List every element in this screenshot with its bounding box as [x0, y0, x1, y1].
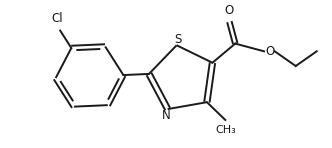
Text: CH₃: CH₃ [215, 125, 236, 135]
Text: N: N [162, 109, 170, 122]
Text: S: S [175, 33, 182, 46]
Text: Cl: Cl [51, 12, 63, 25]
Text: O: O [225, 4, 234, 17]
Text: O: O [265, 45, 274, 58]
